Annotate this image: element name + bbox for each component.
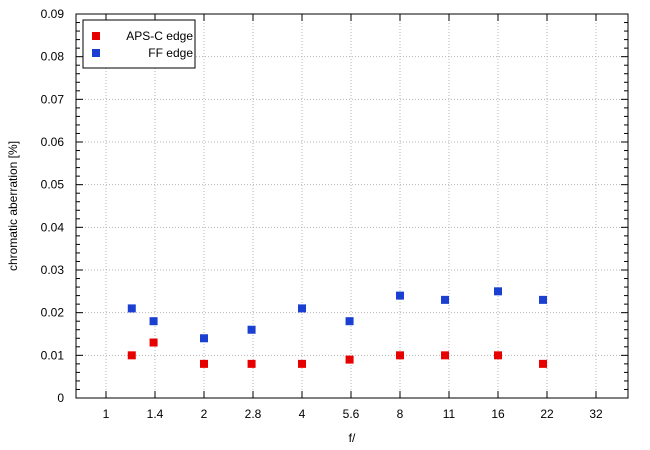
- x-tick-label: 16: [491, 407, 505, 421]
- data-point-aps-c: [441, 351, 450, 360]
- legend: APS-C edge FF edge: [82, 19, 196, 69]
- y-tick-label: 0.08: [41, 50, 65, 64]
- data-point-aps-c: [127, 351, 136, 360]
- y-tick-label: 0.05: [41, 178, 65, 192]
- data-point-aps-c: [149, 338, 158, 347]
- data-point-aps-c: [539, 359, 548, 368]
- y-tick-label: 0.09: [41, 7, 65, 21]
- data-point-ff: [539, 295, 548, 304]
- plot-frame: [75, 13, 629, 399]
- legend-marker: [92, 32, 100, 40]
- x-tick-label: 4: [299, 407, 306, 421]
- y-tick-label: 0.07: [41, 92, 65, 106]
- x-tick-label: 22: [540, 407, 554, 421]
- x-tick-label: 2.8: [245, 407, 262, 421]
- data-point-aps-c: [345, 355, 354, 364]
- data-point-ff: [345, 317, 354, 326]
- data-point-aps-c: [494, 351, 502, 360]
- y-axis-ticks: 0 0.01 0.02 0.03 0.04 0.05 0.06 0.07 0.08 0.09: [41, 7, 628, 405]
- y-tick-label: 0.06: [41, 135, 65, 149]
- data-point-ff: [298, 304, 306, 313]
- data-point-aps-c: [200, 359, 208, 368]
- legend-label: APS-C edge: [126, 29, 193, 43]
- x-tick-label: 2: [201, 407, 208, 421]
- y-tick-label: 0.02: [41, 306, 65, 320]
- y-tick-label: 0: [57, 391, 64, 405]
- y-axis-label: chromatic aberration [%]: [6, 141, 20, 271]
- legend-marker: [92, 49, 100, 57]
- x-tick-label: 11: [443, 407, 456, 421]
- x-tick-label: 8: [397, 407, 404, 421]
- data-point-ff: [200, 334, 208, 343]
- grid-lines: [76, 14, 628, 398]
- legend-label: FF edge: [148, 46, 193, 60]
- data-point-ff: [494, 287, 502, 296]
- x-axis-ticks: 1 1.4 2 2.8 4 5.6 8 11 16 22 32: [103, 14, 603, 421]
- legend-box: [82, 19, 196, 69]
- x-tick-label: 1: [103, 407, 110, 421]
- data-points: [127, 287, 548, 368]
- data-point-ff: [441, 295, 450, 304]
- data-point-ff: [396, 291, 404, 300]
- data-point-aps-c: [247, 359, 256, 368]
- data-point-ff: [127, 304, 136, 313]
- y-tick-label: 0.04: [41, 220, 65, 234]
- data-point-ff: [149, 317, 158, 326]
- data-point-aps-c: [298, 359, 306, 368]
- x-axis-label: f/: [349, 431, 356, 445]
- data-point-aps-c: [396, 351, 404, 360]
- minor-ticks: [76, 22, 628, 390]
- y-tick-label: 0.03: [41, 263, 65, 277]
- x-tick-label: 32: [589, 407, 603, 421]
- x-tick-label: 1.4: [147, 407, 164, 421]
- y-tick-label: 0.01: [41, 348, 65, 362]
- data-point-ff: [247, 325, 256, 334]
- x-tick-label: 5.6: [343, 407, 360, 421]
